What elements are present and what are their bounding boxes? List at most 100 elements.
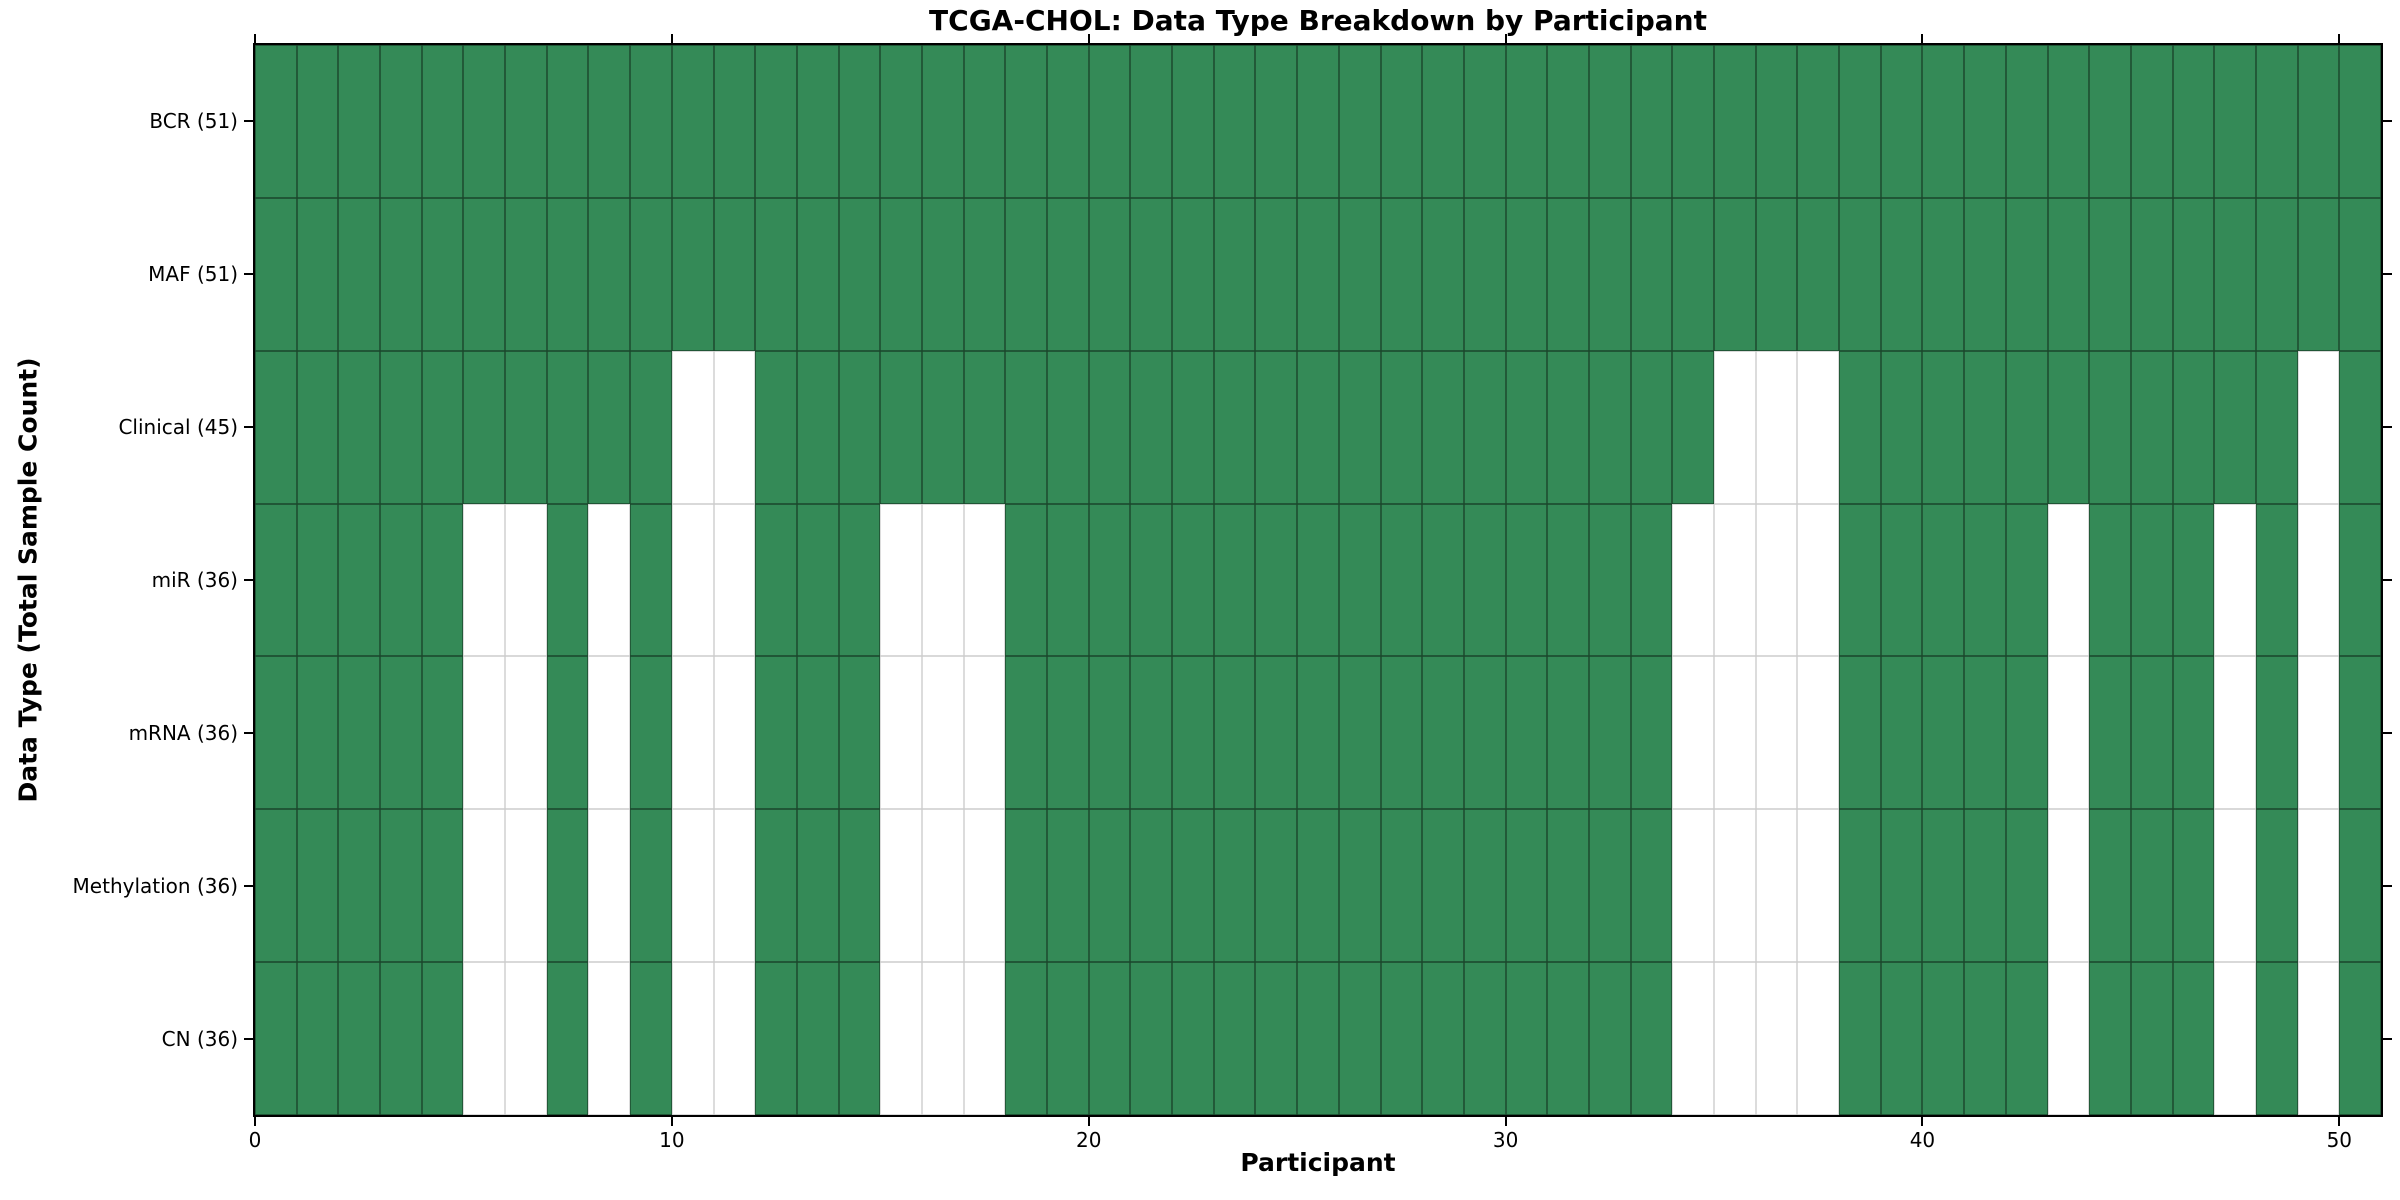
matrix-cell-CN-p40 bbox=[1922, 962, 1965, 1115]
matrix-cell-BCR-p50 bbox=[2339, 45, 2381, 198]
matrix-cell-Methylation-p18 bbox=[1005, 809, 1048, 963]
matrix-cell-miR-p49 bbox=[2297, 503, 2340, 657]
matrix-cell-Methylation-p28 bbox=[1422, 809, 1464, 963]
matrix-cell-miR-p17 bbox=[963, 503, 1006, 657]
y-tick-mark-right bbox=[2383, 579, 2392, 581]
matrix-cell-MAF-p37 bbox=[1797, 197, 1840, 351]
matrix-cell-Methylation-p6 bbox=[505, 809, 547, 963]
matrix-cell-CN-p33 bbox=[1630, 962, 1673, 1115]
x-tick-mark-top bbox=[254, 34, 256, 43]
matrix-cell-miR-p7 bbox=[546, 503, 589, 657]
matrix-cell-MAF-p34 bbox=[1672, 197, 1715, 351]
y-tick-mark-left bbox=[244, 731, 253, 734]
matrix-cell-Methylation-p22 bbox=[1172, 809, 1214, 963]
matrix-cell-BCR-p28 bbox=[1422, 45, 1464, 198]
matrix-cell-mRNA-p38 bbox=[1839, 656, 1881, 810]
matrix-cell-MAF-p29 bbox=[1463, 197, 1506, 351]
matrix-cell-CN-p23 bbox=[1213, 962, 1256, 1115]
matrix-cell-BCR-p13 bbox=[796, 45, 839, 198]
matrix-cell-miR-p28 bbox=[1422, 503, 1464, 657]
matrix-cell-CN-p35 bbox=[1714, 962, 1756, 1115]
matrix-cell-MAF-p42 bbox=[2005, 197, 2048, 351]
matrix-cell-miR-p47 bbox=[2214, 503, 2256, 657]
matrix-cell-MAF-p39 bbox=[1880, 197, 1923, 351]
matrix-cell-Clinical-p12 bbox=[755, 350, 797, 504]
matrix-cell-MAF-p13 bbox=[796, 197, 839, 351]
matrix-cell-miR-p34 bbox=[1672, 503, 1715, 657]
matrix-cell-CN-p1 bbox=[296, 962, 339, 1115]
matrix-cell-mRNA-p44 bbox=[2089, 656, 2131, 810]
matrix-cell-mRNA-p45 bbox=[2130, 656, 2173, 810]
matrix-cell-mRNA-p6 bbox=[505, 656, 547, 810]
y-tick-mark-left bbox=[244, 1037, 253, 1040]
matrix-cell-CN-p44 bbox=[2089, 962, 2131, 1115]
matrix-cell-mRNA-p30 bbox=[1505, 656, 1548, 810]
matrix-cell-mRNA-p10 bbox=[671, 656, 714, 810]
matrix-cell-mRNA-p16 bbox=[921, 656, 964, 810]
matrix-cell-Methylation-p40 bbox=[1922, 809, 1965, 963]
matrix-cell-Methylation-p21 bbox=[1130, 809, 1173, 963]
matrix-cell-Methylation-p31 bbox=[1547, 809, 1589, 963]
matrix-cell-miR-p30 bbox=[1505, 503, 1548, 657]
matrix-cell-MAF-p5 bbox=[463, 197, 506, 351]
matrix-cell-miR-p6 bbox=[505, 503, 547, 657]
matrix-cell-MAF-p8 bbox=[588, 197, 631, 351]
matrix-cell-MAF-p0 bbox=[255, 197, 297, 351]
matrix-cell-MAF-p47 bbox=[2214, 197, 2256, 351]
matrix-cell-MAF-p46 bbox=[2172, 197, 2215, 351]
matrix-cell-mRNA-p13 bbox=[796, 656, 839, 810]
matrix-cell-CN-p32 bbox=[1588, 962, 1631, 1115]
matrix-cell-BCR-p11 bbox=[713, 45, 756, 198]
matrix-cell-mRNA-p15 bbox=[880, 656, 922, 810]
x-tick-mark-bottom bbox=[2338, 1117, 2341, 1126]
x-tick-mark-bottom bbox=[254, 1117, 256, 1126]
matrix-cell-BCR-p35 bbox=[1714, 45, 1756, 198]
matrix-cell-miR-p44 bbox=[2089, 503, 2131, 657]
x-axis-label: Participant bbox=[1240, 1148, 1396, 1177]
matrix-cell-Clinical-p38 bbox=[1839, 350, 1881, 504]
matrix-cell-mRNA-p49 bbox=[2297, 656, 2340, 810]
matrix-cell-BCR-p39 bbox=[1880, 45, 1923, 198]
matrix-cell-Methylation-p34 bbox=[1672, 809, 1715, 963]
matrix-cell-MAF-p22 bbox=[1172, 197, 1214, 351]
matrix-cell-miR-p46 bbox=[2172, 503, 2215, 657]
matrix-cell-mRNA-p22 bbox=[1172, 656, 1214, 810]
matrix-cell-CN-p38 bbox=[1839, 962, 1881, 1115]
matrix-cell-MAF-p10 bbox=[671, 197, 714, 351]
x-tick-label: 40 bbox=[1909, 1128, 1936, 1152]
matrix-cell-mRNA-p35 bbox=[1714, 656, 1756, 810]
matrix-cell-MAF-p26 bbox=[1338, 197, 1381, 351]
matrix-cell-MAF-p3 bbox=[380, 197, 422, 351]
matrix-cell-mRNA-p5 bbox=[463, 656, 506, 810]
matrix-cell-mRNA-p29 bbox=[1463, 656, 1506, 810]
matrix-cell-Clinical-p31 bbox=[1547, 350, 1589, 504]
matrix-cell-MAF-p40 bbox=[1922, 197, 1965, 351]
x-tick-label: 10 bbox=[659, 1128, 685, 1152]
matrix-cell-CN-p18 bbox=[1005, 962, 1048, 1115]
matrix-cell-miR-p25 bbox=[1297, 503, 1339, 657]
y-tick-mark-right bbox=[2383, 1037, 2392, 1040]
matrix-cell-CN-p25 bbox=[1297, 962, 1339, 1115]
matrix-cell-Clinical-p49 bbox=[2297, 350, 2340, 504]
matrix-cell-MAF-p1 bbox=[296, 197, 339, 351]
matrix-cell-CN-p39 bbox=[1880, 962, 1923, 1115]
matrix-cell-BCR-p32 bbox=[1588, 45, 1631, 198]
matrix-cell-miR-p37 bbox=[1797, 503, 1840, 657]
matrix-cell-MAF-p9 bbox=[630, 197, 672, 351]
matrix-cell-MAF-p24 bbox=[1255, 197, 1298, 351]
matrix-cell-miR-p21 bbox=[1130, 503, 1173, 657]
matrix-cell-MAF-p43 bbox=[2047, 197, 2090, 351]
matrix-cell-Methylation-p24 bbox=[1255, 809, 1298, 963]
matrix-cell-MAF-p4 bbox=[421, 197, 464, 351]
matrix-cell-BCR-p36 bbox=[1755, 45, 1798, 198]
matrix-cell-BCR-p14 bbox=[838, 45, 881, 198]
matrix-cell-Clinical-p41 bbox=[1964, 350, 2006, 504]
matrix-cell-BCR-p42 bbox=[2005, 45, 2048, 198]
y-tick-mark-right bbox=[2383, 884, 2392, 887]
matrix-cell-Methylation-p42 bbox=[2005, 809, 2048, 963]
matrix-cell-BCR-p23 bbox=[1213, 45, 1256, 198]
matrix-cell-mRNA-p3 bbox=[380, 656, 422, 810]
matrix-cell-Methylation-p29 bbox=[1463, 809, 1506, 963]
matrix-cell-CN-p19 bbox=[1047, 962, 1089, 1115]
matrix-cell-Clinical-p47 bbox=[2214, 350, 2256, 504]
